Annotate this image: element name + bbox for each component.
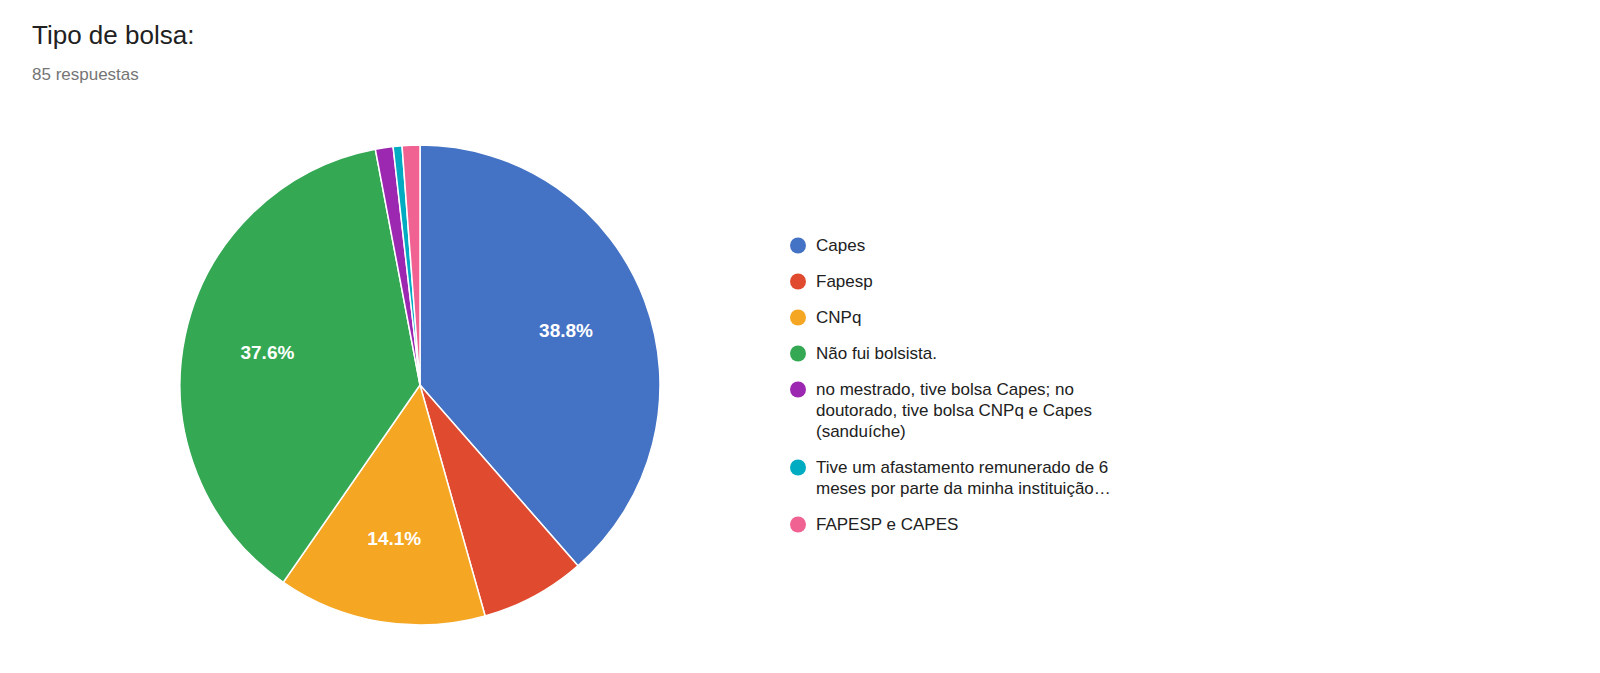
pie-slice (393, 146, 420, 385)
legend-label-line: Capes (816, 236, 865, 255)
legend-label: Tive um afastamento remunerado de 6 meses… (816, 458, 1111, 498)
legend-label: FAPESP e CAPES (816, 515, 958, 534)
legend-label-line: Tive um afastamento remunerado de 6 (816, 458, 1108, 477)
legend-swatch (790, 382, 806, 398)
chart: Tipo de bolsa: 85 respuestas 38.8% 14.1% 37.… (0, 0, 1600, 673)
legend-label: Fapesp (816, 272, 873, 291)
legend-label-line: Fapesp (816, 272, 873, 291)
legend-entry: Tive um afastamento remunerado de 6 meses… (790, 458, 1111, 498)
legend: Capes Fapesp CNPq Não fui bolsista. no mestr… (790, 236, 1111, 534)
legend-label: no mestrado, tive bolsa Capes; no doutora… (816, 380, 1092, 441)
subtitle: 85 respuestas (32, 65, 139, 84)
legend-label-line: (sanduíche) (816, 422, 906, 441)
data-labels: 38.8% 14.1% 37.6% (240, 320, 593, 550)
legend-label-line: no mestrado, tive bolsa Capes; no (816, 380, 1074, 399)
legend-label-line: meses por parte da minha instituição… (816, 479, 1111, 498)
legend-label-line: FAPESP e CAPES (816, 515, 958, 534)
pie-slice (402, 145, 420, 385)
legend-entry: Não fui bolsista. (790, 344, 937, 363)
legend-label-line: doutorado, tive bolsa CNPq e Capes (816, 401, 1092, 420)
title: Tipo de bolsa: (32, 20, 194, 50)
legend-entry: CNPq (790, 308, 861, 327)
pie (180, 145, 660, 625)
legend-label: Não fui bolsista. (816, 344, 937, 363)
data-label: 14.1% (367, 528, 421, 549)
legend-label-line: Não fui bolsista. (816, 344, 937, 363)
legend-label: Capes (816, 236, 865, 255)
data-label: 38.8% (539, 320, 593, 341)
legend-entry: Capes (790, 236, 865, 255)
data-label: 37.6% (240, 342, 294, 363)
legend-swatch (790, 460, 806, 476)
legend-label-line: CNPq (816, 308, 861, 327)
legend-swatch (790, 274, 806, 290)
legend-label: CNPq (816, 308, 861, 327)
legend-swatch (790, 346, 806, 362)
legend-swatch (790, 238, 806, 254)
legend-entry: Fapesp (790, 272, 873, 291)
legend-swatch (790, 517, 806, 533)
legend-swatch (790, 310, 806, 326)
pie-slice (180, 149, 420, 582)
legend-entry: no mestrado, tive bolsa Capes; no doutora… (790, 380, 1092, 441)
legend-entry: FAPESP e CAPES (790, 515, 958, 534)
